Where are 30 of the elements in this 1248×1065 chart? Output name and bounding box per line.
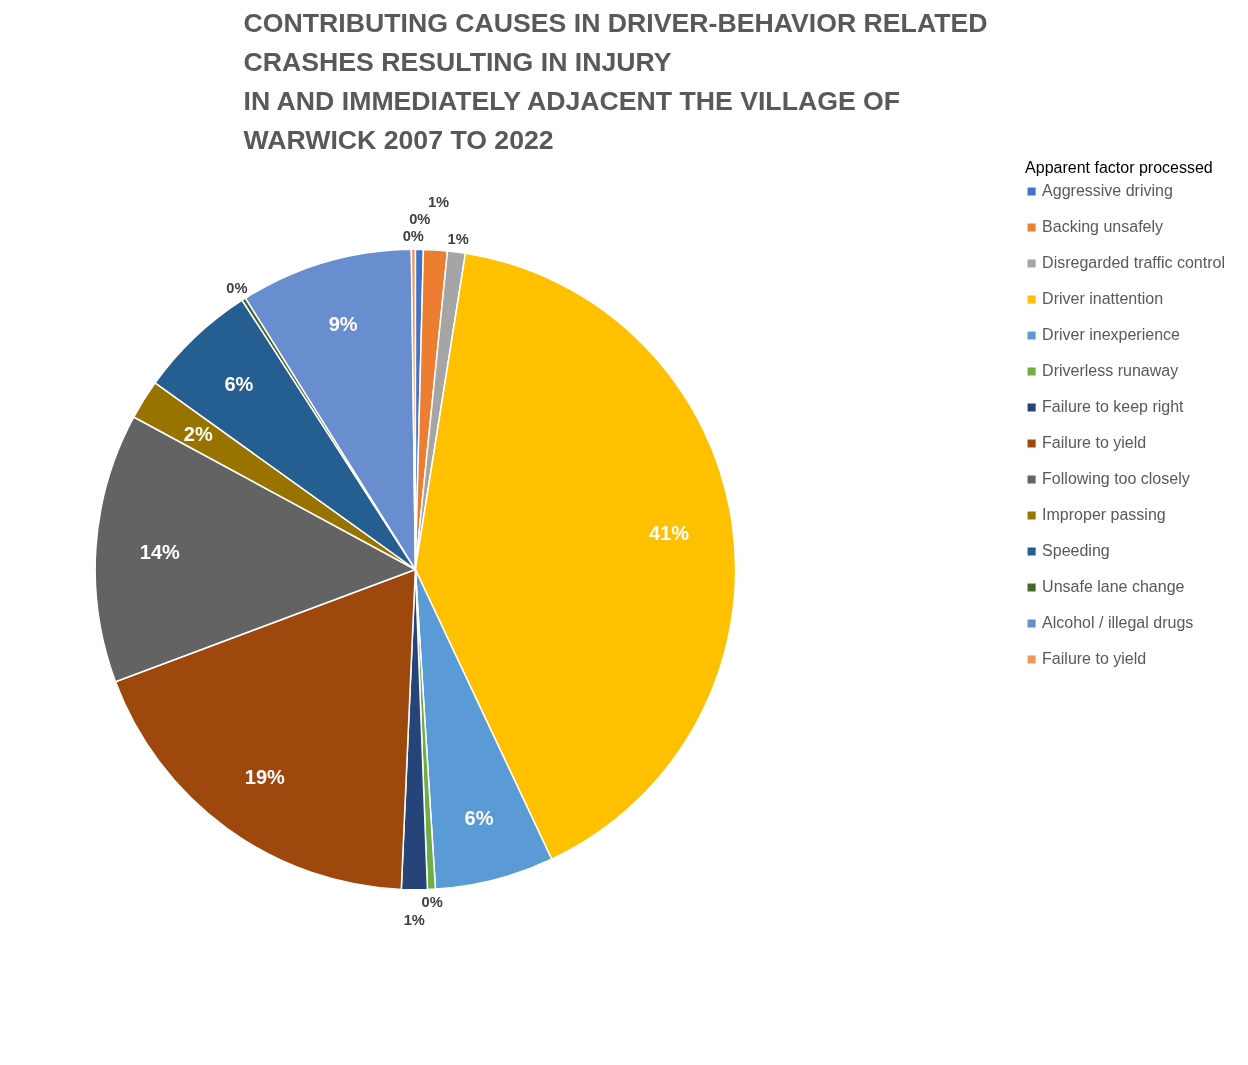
legend-label: Failure to yield: [1042, 650, 1147, 668]
legend-label: Unsafe lane change: [1042, 578, 1185, 596]
legend-label: Following too closely: [1042, 470, 1190, 488]
legend-title: Apparent factor processed: [1025, 159, 1214, 177]
legend-label: Alcohol / illegal drugs: [1042, 614, 1194, 632]
data-label: 1%: [403, 912, 425, 929]
legend-label: Improper passing: [1042, 506, 1166, 524]
data-label: 6%: [224, 372, 254, 395]
data-label: 14%: [139, 540, 181, 563]
data-label: 0%: [226, 280, 248, 297]
data-label: 9%: [328, 312, 358, 335]
legend-label: Speeding: [1042, 542, 1110, 560]
legend-label: Failure to yield: [1042, 434, 1147, 452]
data-label: 1%: [427, 193, 450, 210]
data-label: 0%: [421, 894, 443, 911]
legend-label: Backing unsafely: [1042, 218, 1164, 236]
legend-label: Driver inattention: [1042, 290, 1164, 308]
data-label: 1%: [447, 231, 469, 248]
chart-title: CONTRIBUTING CAUSES IN DRIVER-BEHAVIOR RELATED CRASHES RESULTING IN INJURY IN AND IMMEDIATELY ADJACENT THE VILLAGE OF WARWICK 2007 TO 2022: [243, 7, 988, 155]
data-label: 41%: [648, 522, 690, 545]
data-label: 0%: [409, 210, 431, 227]
legend-label: Aggressive driving: [1042, 182, 1173, 200]
legend-label: Driver inexperience: [1042, 326, 1180, 344]
data-label: 2%: [183, 422, 213, 445]
legend-label: Driverless runaway: [1042, 362, 1179, 380]
data-label: 0%: [402, 228, 424, 245]
data-label: 6%: [464, 806, 494, 829]
legend-label: Failure to keep right: [1042, 398, 1184, 416]
legend-label: Disregarded traffic control: [1042, 254, 1225, 272]
data-label: 19%: [244, 765, 286, 788]
